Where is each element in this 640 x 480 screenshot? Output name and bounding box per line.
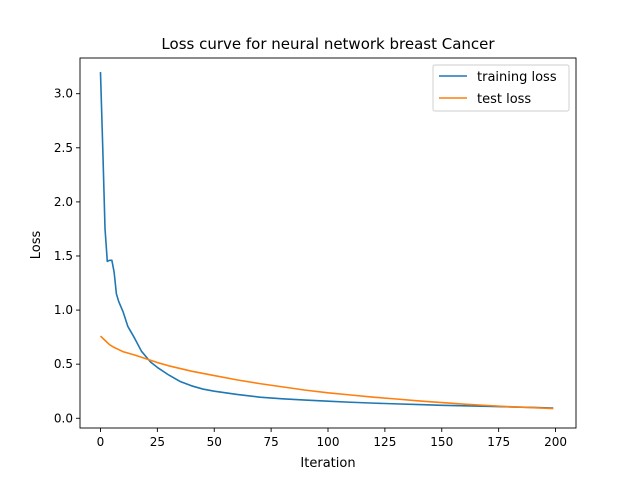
legend-label: test loss (477, 92, 531, 107)
x-tick-label: 125 (373, 435, 396, 449)
y-tick-label: 3.0 (54, 87, 73, 101)
x-axis-label: Iteration (300, 456, 355, 471)
y-axis-label: Loss (29, 231, 44, 260)
chart-title: Loss curve for neural network breast Can… (161, 35, 495, 53)
x-tick-label: 50 (207, 435, 222, 449)
x-tick-label: 175 (487, 435, 510, 449)
legend: training loss test loss (432, 64, 570, 112)
x-tick-label: 200 (544, 435, 567, 449)
x-axis-ticks: 0 25 50 75 100 125 150 175 200 (97, 428, 567, 449)
y-tick-label: 1.5 (54, 249, 73, 263)
x-tick-label: 0 (97, 435, 105, 449)
y-tick-label: 2.0 (54, 195, 73, 209)
y-tick-label: 1.0 (54, 303, 73, 317)
x-tick-label: 150 (430, 435, 453, 449)
y-axis-ticks: 0.0 0.5 1.0 1.5 2.0 2.5 3.0 (54, 87, 80, 425)
x-tick-label: 25 (150, 435, 165, 449)
x-tick-label: 100 (317, 435, 340, 449)
x-tick-label: 75 (263, 435, 278, 449)
series-layer (99, 72, 554, 410)
y-tick-label: 0.5 (54, 357, 73, 371)
y-tick-label: 2.5 (54, 141, 73, 155)
y-tick-label: 0.0 (54, 411, 73, 425)
legend-label: training loss (477, 70, 557, 85)
series-line-training-loss (99, 72, 554, 409)
series-line-test-loss (99, 335, 554, 410)
